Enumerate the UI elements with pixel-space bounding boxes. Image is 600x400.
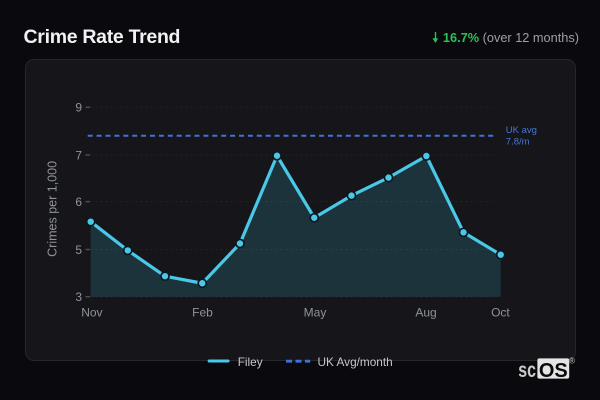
svg-text:OS: OS (539, 360, 568, 382)
svg-text:7: 7 (75, 149, 82, 163)
svg-text:3: 3 (75, 290, 82, 304)
svg-text:Filey: Filey (238, 355, 263, 369)
svg-text:UK avg: UK avg (506, 125, 537, 136)
svg-text:May: May (304, 306, 327, 320)
svg-text:®: ® (569, 356, 576, 366)
svg-text:7.8/m: 7.8/m (506, 137, 530, 148)
svg-text:Aug: Aug (415, 306, 436, 320)
svg-text:Oct: Oct (491, 306, 510, 320)
svg-text:UK Avg/month: UK Avg/month (318, 355, 393, 369)
svg-text:Feb: Feb (192, 306, 213, 320)
svg-text:5: 5 (75, 243, 82, 257)
svg-text:9: 9 (75, 101, 82, 115)
svg-text:6: 6 (75, 195, 82, 209)
svg-text:Nov: Nov (81, 306, 102, 320)
svg-text:sc: sc (518, 358, 536, 382)
svg-text:Crimes per 1,000: Crimes per 1,000 (45, 161, 59, 257)
